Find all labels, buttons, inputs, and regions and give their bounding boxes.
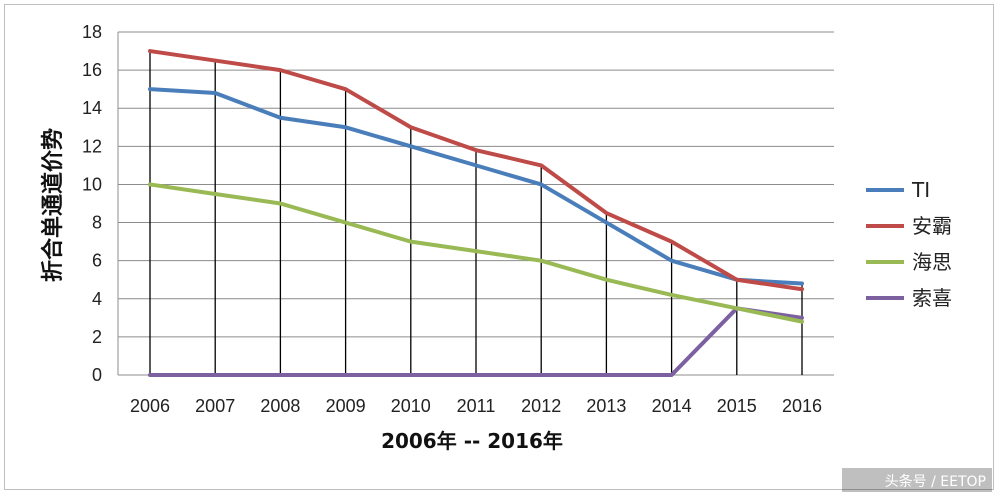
legend-label: 安霸 (912, 214, 952, 238)
y-tick-label: 16 (82, 60, 102, 80)
y-tick-label: 14 (82, 98, 102, 118)
y-tick-label: 8 (92, 213, 102, 233)
x-tick-label: 2010 (391, 396, 431, 416)
y-tick-label: 18 (82, 22, 102, 42)
legend-label: TI (911, 178, 930, 202)
series-line-海思 (148, 182, 804, 324)
series-line-安霸 (148, 49, 804, 292)
x-tick-label: 2016 (782, 396, 822, 416)
chart-frame (4, 4, 994, 490)
x-tick-label: 2013 (586, 396, 626, 416)
x-tick-label: 2014 (652, 396, 692, 416)
x-tick-label: 2012 (521, 396, 561, 416)
x-tick-label: 2007 (195, 396, 235, 416)
x-tick-label: 2009 (326, 396, 366, 416)
series-line-索喜 (148, 306, 804, 377)
series-line-TI (148, 87, 804, 286)
y-tick-label: 10 (82, 174, 102, 194)
x-tick-label: 2006 (130, 396, 170, 416)
drop-lines (149, 51, 803, 375)
y-tick-label: 12 (82, 136, 102, 156)
y-tick-label: 0 (92, 365, 102, 385)
x-axis-label: 2006年 -- 2016年 (381, 429, 563, 453)
x-tick-label: 2015 (717, 396, 757, 416)
watermark-text: 头条号 / EETOP (885, 473, 986, 490)
y-tick-label: 4 (92, 289, 102, 309)
legend-label: 索喜 (912, 286, 952, 310)
x-tick-label: 2008 (260, 396, 300, 416)
x-tick-label: 2011 (457, 396, 496, 416)
watermark-backdrop (842, 468, 992, 492)
y-axis-label: 折合单通道价势 (40, 128, 66, 282)
y-tick-label: 2 (92, 327, 102, 347)
series-lines (148, 49, 804, 377)
x-axis-ticks: 2006 2007 2008 2009 2010 2011 2012 2013 2014 2015… (130, 396, 822, 416)
y-axis-ticks: 0 2 4 6 8 10 12 14 16 18 (82, 22, 102, 385)
legend-label: 海思 (912, 250, 952, 274)
y-tick-label: 6 (92, 251, 102, 271)
